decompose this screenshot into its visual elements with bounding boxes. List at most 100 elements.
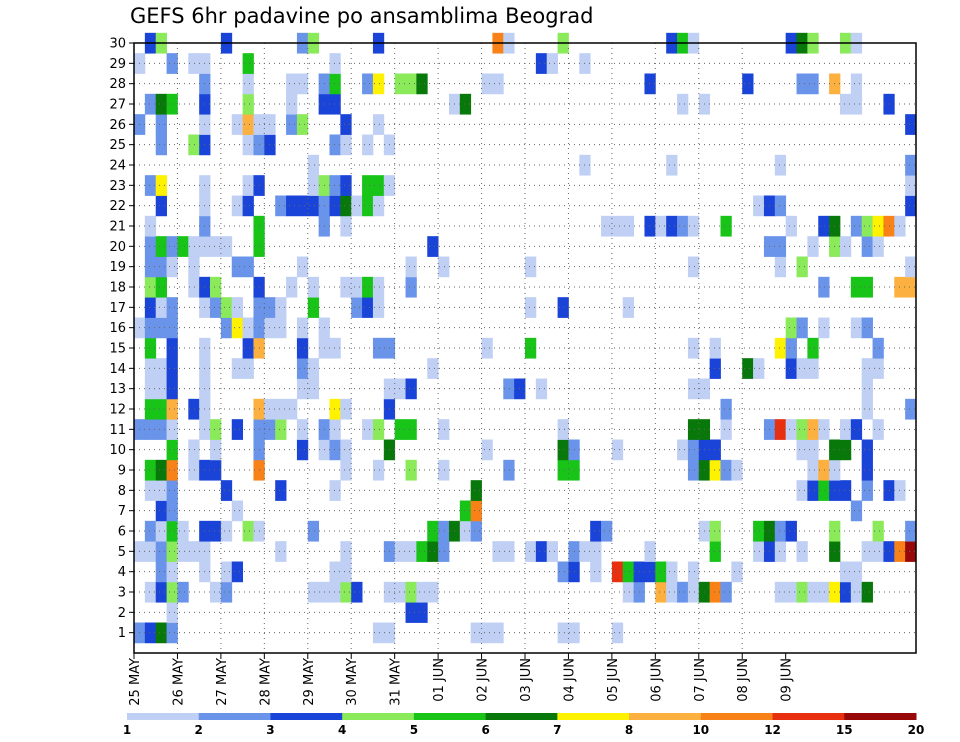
heatmap-cell: [394, 419, 406, 440]
heatmap-cell: [905, 256, 917, 278]
heatmap-cell: [731, 561, 743, 583]
x-tick-label: 08 JUN: [736, 658, 751, 702]
heatmap-cell: [144, 215, 157, 237]
y-tick-label: 9: [118, 464, 126, 479]
heatmap-cell: [839, 93, 852, 115]
heatmap-cell: [296, 419, 309, 440]
heatmap-cell: [546, 53, 558, 74]
heatmap-cell: [362, 175, 374, 196]
heatmap-cell: [905, 175, 917, 196]
heatmap-cell: [818, 276, 830, 298]
heatmap-cell: [796, 73, 808, 95]
heatmap-cell: [655, 581, 667, 603]
heatmap-cell: [231, 358, 244, 379]
heatmap-cell: [785, 317, 797, 339]
x-tick-label: 04 JUN: [562, 658, 577, 702]
heatmap-cell: [177, 581, 189, 603]
heatmap-cell: [307, 195, 320, 217]
heatmap-cell: [275, 419, 287, 440]
heatmap-cell: [155, 520, 167, 542]
heatmap-cell: [535, 53, 548, 74]
heatmap-cell: [296, 114, 309, 135]
heatmap-cell: [394, 541, 406, 562]
colorbar-label: 10: [692, 723, 709, 737]
heatmap-cell: [210, 439, 222, 461]
heatmap-cell: [166, 337, 178, 359]
heatmap-cell: [416, 541, 428, 562]
heatmap-cell: [481, 337, 493, 359]
heatmap-cell: [231, 297, 244, 318]
heatmap-cell: [796, 358, 808, 379]
heatmap-cell: [220, 561, 233, 583]
heatmap-cell: [307, 175, 320, 196]
heatmap-cell: [438, 459, 450, 481]
heatmap-cell: [166, 520, 178, 542]
colorbar-label: 15: [836, 723, 853, 737]
heatmap-cell: [796, 581, 808, 603]
colorbar-label: 12: [764, 723, 781, 737]
heatmap-cell: [687, 215, 700, 237]
heatmap-cell: [231, 256, 244, 278]
heatmap-cell: [307, 378, 320, 400]
heatmap-cell: [818, 215, 830, 237]
heatmap-cell: [340, 114, 352, 135]
heatmap-cell: [231, 419, 244, 440]
heatmap-cell: [666, 154, 678, 176]
heatmap-cell: [155, 419, 167, 440]
heatmap-cell: [861, 581, 873, 603]
heatmap-cell: [427, 520, 439, 542]
heatmap-cell: [905, 520, 917, 542]
heatmap-cell: [720, 581, 732, 603]
heatmap-cell: [427, 541, 439, 562]
heatmap-cell: [372, 175, 385, 196]
heatmap-cell: [155, 114, 167, 135]
heatmap-cell: [677, 581, 689, 603]
x-tick-label: 26 MAY: [171, 658, 186, 706]
heatmap-cell: [307, 297, 320, 318]
heatmap-cell: [687, 439, 700, 461]
heatmap-cell: [687, 337, 700, 359]
y-tick-label: 3: [118, 586, 126, 601]
heatmap-cell: [785, 358, 797, 379]
heatmap-cell: [818, 480, 830, 501]
heatmap-cell: [872, 419, 884, 440]
heatmap-cell: [166, 581, 178, 603]
heatmap-cell: [492, 541, 504, 562]
heatmap-cell: [807, 358, 819, 379]
heatmap-cell: [188, 459, 200, 481]
colorbar-swatch: [700, 713, 774, 720]
x-tick-label: 09 JUN: [780, 658, 795, 702]
heatmap-cell: [807, 439, 819, 461]
y-tick-label: 21: [109, 220, 126, 235]
heatmap-cell: [796, 439, 808, 461]
heatmap-cell: [144, 622, 157, 644]
heatmap-cell: [372, 276, 385, 298]
y-tick-label: 10: [109, 443, 126, 458]
heatmap-cell: [329, 480, 341, 501]
heatmap-cell: [177, 541, 189, 562]
heatmap-cell: [709, 439, 721, 461]
heatmap-cell: [329, 73, 341, 95]
heatmap-cell: [720, 459, 732, 481]
heatmap-cell: [166, 602, 178, 623]
heatmap-cell: [166, 297, 178, 318]
heatmap-cell: [144, 398, 157, 420]
heatmap-cell: [774, 236, 787, 257]
heatmap-cell: [329, 53, 341, 74]
heatmap-cell: [372, 622, 385, 644]
heatmap-cell: [188, 541, 200, 562]
heatmap-cells: [134, 32, 917, 644]
heatmap-cell: [155, 581, 167, 603]
heatmap-cell: [166, 561, 178, 583]
heatmap-cell: [666, 561, 678, 583]
heatmap-cell: [677, 93, 689, 115]
heatmap-cell: [416, 581, 428, 603]
heatmap-cell: [242, 337, 254, 359]
heatmap-cell: [590, 561, 602, 583]
heatmap-cell: [329, 581, 341, 603]
heatmap-cell: [785, 337, 797, 359]
heatmap-cell: [155, 378, 167, 400]
heatmap-cell: [166, 378, 178, 400]
heatmap-cell: [459, 500, 472, 522]
